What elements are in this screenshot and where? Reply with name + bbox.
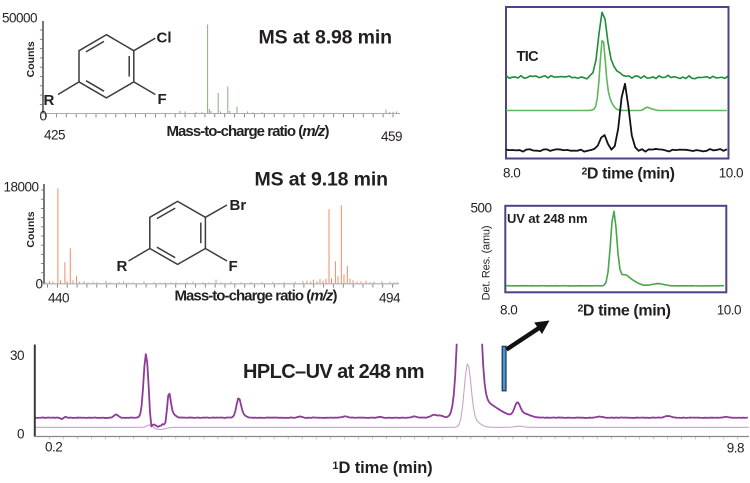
svg-text:8.0: 8.0: [500, 303, 517, 318]
svg-text:440: 440: [48, 291, 69, 306]
svg-text:Br: Br: [230, 197, 247, 214]
svg-text:8.0: 8.0: [503, 166, 520, 181]
svg-text:F: F: [229, 258, 238, 275]
svg-text:10.0: 10.0: [717, 303, 741, 318]
svg-text:500: 500: [470, 201, 491, 216]
svg-text:Mass-to-charge ratio (m/z): Mass-to-charge ratio (m/z): [175, 288, 338, 305]
svg-text:F: F: [158, 91, 167, 108]
svg-text:30: 30: [10, 348, 24, 363]
svg-text:18000: 18000: [3, 180, 38, 195]
svg-text:0: 0: [39, 109, 46, 124]
svg-text:0.2: 0.2: [45, 440, 62, 455]
svg-text:494: 494: [379, 291, 401, 306]
svg-text:425: 425: [44, 128, 65, 143]
svg-text:50000: 50000: [2, 11, 37, 26]
svg-text:1D time (min): 1D time (min): [332, 459, 432, 477]
svg-text:2D time (min): 2D time (min): [581, 166, 674, 183]
svg-text:R: R: [44, 92, 55, 109]
svg-text:Mass-to-charge ratio (m/z): Mass-to-charge ratio (m/z): [167, 123, 330, 140]
svg-text:UV at 248 nm: UV at 248 nm: [507, 211, 587, 226]
svg-text:Det. Res. (amu): Det. Res. (amu): [481, 226, 493, 301]
svg-text:Counts: Counts: [25, 41, 37, 77]
svg-text:9.8: 9.8: [727, 441, 744, 456]
svg-text:MS at 9.18 min: MS at 9.18 min: [255, 169, 388, 191]
svg-text:459: 459: [381, 129, 402, 144]
svg-text:Counts: Counts: [25, 211, 37, 247]
svg-text:Cl: Cl: [157, 30, 172, 47]
svg-text:0: 0: [35, 277, 42, 292]
svg-text:0: 0: [17, 427, 24, 442]
svg-text:R: R: [117, 258, 128, 275]
svg-text:10.0: 10.0: [719, 166, 743, 181]
svg-text:HPLC–UV at 248 nm: HPLC–UV at 248 nm: [243, 361, 424, 383]
svg-text:MS at 8.98 min: MS at 8.98 min: [259, 27, 392, 49]
svg-text:2D time (min): 2D time (min): [577, 303, 670, 320]
svg-text:TIC: TIC: [517, 49, 540, 65]
